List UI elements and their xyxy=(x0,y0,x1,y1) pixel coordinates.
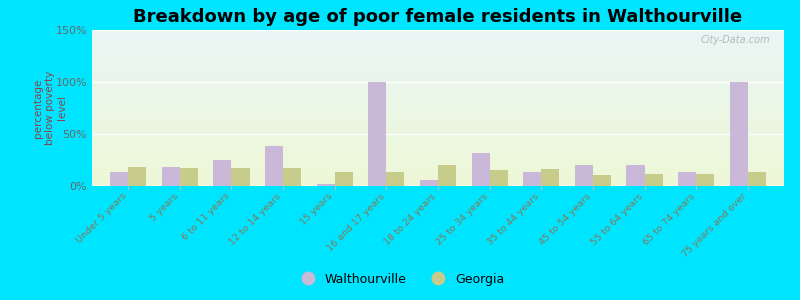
Y-axis label: percentage
below poverty
level: percentage below poverty level xyxy=(34,71,66,145)
Bar xyxy=(730,82,748,186)
Bar xyxy=(748,172,766,186)
Text: City-Data.com: City-Data.com xyxy=(701,35,770,45)
Title: Breakdown by age of poor female residents in Walthourville: Breakdown by age of poor female resident… xyxy=(134,8,742,26)
Bar xyxy=(265,146,283,186)
Bar xyxy=(368,82,386,186)
Bar xyxy=(490,170,508,186)
Bar xyxy=(180,168,198,186)
Bar xyxy=(231,168,250,186)
Bar xyxy=(162,167,180,186)
Bar xyxy=(696,173,714,186)
Bar xyxy=(214,160,231,186)
Bar xyxy=(334,172,353,186)
Bar xyxy=(678,172,696,186)
Bar xyxy=(386,172,405,186)
Bar xyxy=(317,184,334,186)
Bar xyxy=(110,172,128,186)
Bar xyxy=(471,153,490,186)
Bar xyxy=(283,168,301,186)
Bar xyxy=(523,172,542,186)
Bar xyxy=(438,165,456,186)
Bar xyxy=(128,167,146,186)
Bar xyxy=(626,165,645,186)
Bar xyxy=(542,169,559,186)
Bar xyxy=(593,175,611,186)
Legend: Walthourville, Georgia: Walthourville, Georgia xyxy=(290,268,510,291)
Bar xyxy=(645,173,662,186)
Bar xyxy=(420,180,438,186)
Bar xyxy=(575,165,593,186)
